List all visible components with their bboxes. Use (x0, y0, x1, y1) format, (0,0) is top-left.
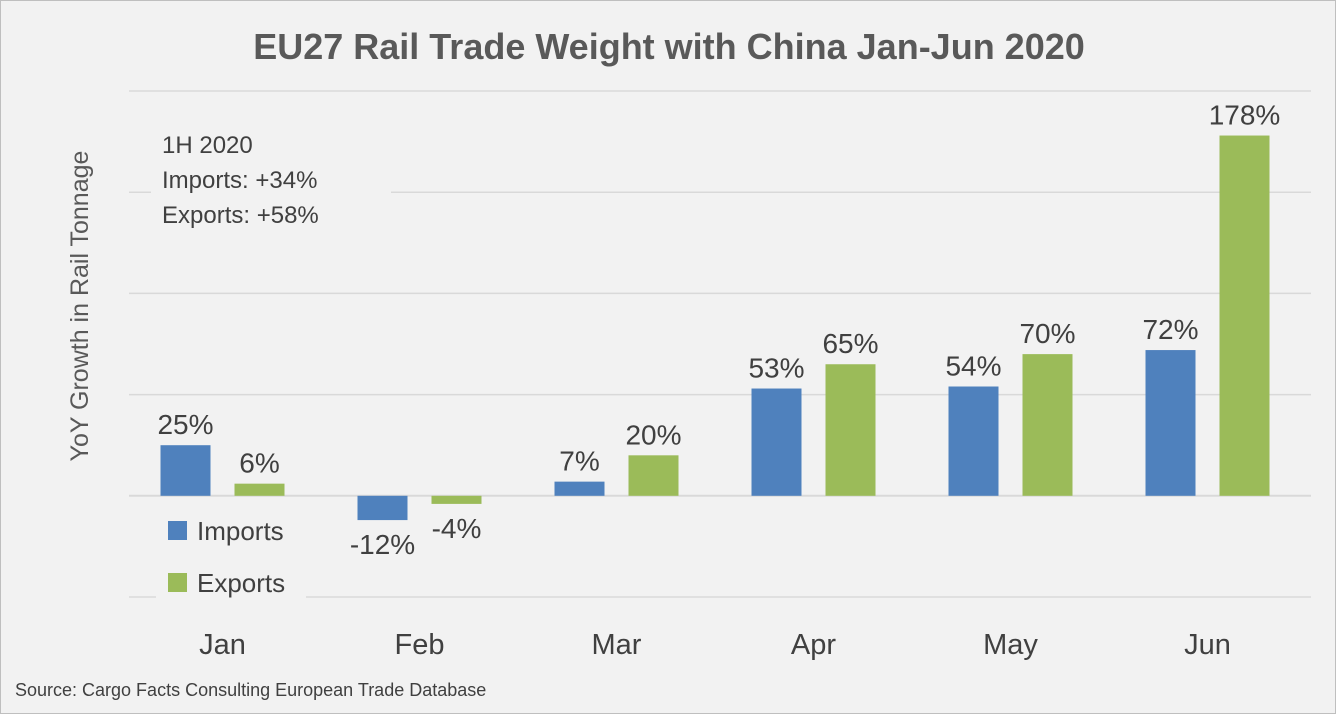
data-label-imports-apr: 53% (748, 353, 804, 384)
bar-exports-may (1022, 354, 1073, 496)
data-label-exports-may: 70% (1019, 318, 1075, 349)
x-axis-labels: Jan Feb Mar Apr May Jun (199, 629, 1231, 661)
legend-swatch-imports (168, 521, 187, 540)
data-label-imports-jan: 25% (157, 409, 213, 440)
bar-imports-jan (160, 445, 211, 496)
legend-label-exports: Exports (197, 568, 285, 598)
bar-exports-jan (234, 483, 285, 496)
annotation-box (151, 119, 391, 237)
bar-exports-jun (1219, 135, 1270, 496)
data-label-imports-mar: 7% (559, 446, 599, 477)
data-label-exports-jan: 6% (239, 448, 279, 479)
source-note: Source: Cargo Facts Consulting European … (15, 680, 486, 700)
legend-swatch-exports (168, 573, 187, 592)
x-tick-label-feb: Feb (395, 629, 445, 661)
data-label-exports-apr: 65% (822, 328, 878, 359)
x-tick-label-mar: Mar (592, 629, 642, 661)
x-tick-label-jan: Jan (199, 629, 246, 661)
bar-exports-apr (825, 364, 876, 496)
legend-label-imports: Imports (197, 516, 284, 546)
labels-layer: 25% 6% -12% -4% 7% 20% 53% 65% 54% 70% 72% 178% (157, 100, 1280, 561)
bar-exports-feb (431, 495, 482, 504)
x-tick-label-jun: Jun (1184, 629, 1231, 661)
annotation-line-2: Imports: +34% (162, 167, 317, 194)
bar-imports-apr (751, 388, 802, 496)
bar-exports-mar (628, 455, 679, 496)
data-label-imports-jun: 72% (1142, 314, 1198, 345)
data-label-imports-may: 54% (945, 351, 1001, 382)
bar-imports-may (948, 386, 999, 496)
bar-imports-feb (357, 495, 408, 521)
data-label-exports-feb: -4% (432, 513, 482, 544)
x-tick-label-may: May (983, 629, 1038, 661)
x-tick-label-apr: Apr (791, 629, 836, 661)
annotation-line-3: Exports: +58% (162, 202, 319, 229)
chart-title: EU27 Rail Trade Weight with China Jan-Ju… (253, 26, 1085, 67)
data-label-imports-feb: -12% (350, 529, 415, 560)
y-axis-title: YoY Growth in Rail Tonnage (66, 151, 94, 462)
bar-imports-mar (554, 481, 605, 496)
legend: Imports Exports (156, 509, 306, 601)
data-label-exports-jun: 178% (1209, 100, 1281, 131)
bars-layer (160, 135, 1270, 521)
data-label-exports-mar: 20% (625, 419, 681, 450)
bar-imports-jun (1145, 350, 1196, 496)
annotation-line-1: 1H 2020 (162, 132, 253, 159)
